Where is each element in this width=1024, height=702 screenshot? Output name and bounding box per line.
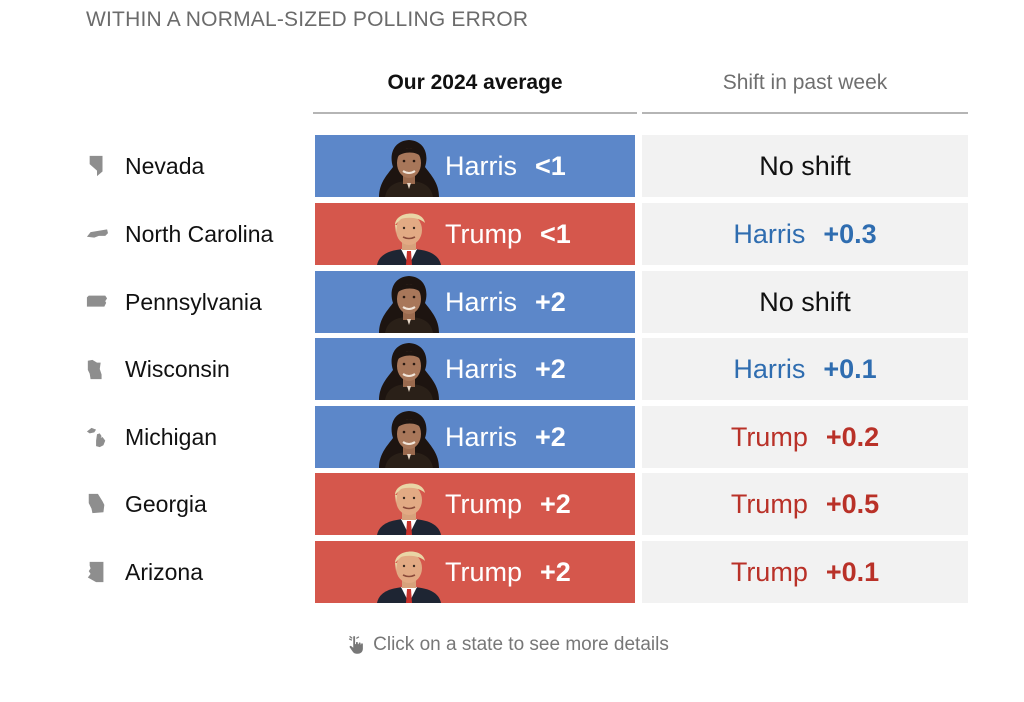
average-cell[interactable]: Trump +2 (315, 541, 635, 603)
state-row[interactable]: Wisconsin Harris +2 Harris +0.1 (0, 338, 1024, 400)
average-cell[interactable]: Harris +2 (315, 271, 635, 333)
state-name: Wisconsin (125, 355, 230, 382)
leader-margin: +2 (535, 353, 566, 384)
leader-name: Harris (445, 421, 517, 452)
hand-pointer-icon (349, 635, 364, 654)
state-name: Pennsylvania (125, 288, 262, 315)
average-cell[interactable]: Trump <1 (315, 203, 635, 265)
shift-value: +0.1 (823, 353, 877, 384)
shift-none-text: No shift (759, 150, 851, 181)
pennsylvania-outline-icon (86, 289, 108, 315)
state-label[interactable]: Michigan (86, 406, 306, 468)
state-name: Nevada (125, 152, 205, 179)
footer-hint: Click on a state to see more details (0, 634, 1024, 656)
state-label[interactable]: Pennsylvania (86, 271, 306, 333)
leader-margin: <1 (535, 150, 566, 181)
shift-cell: Trump +0.1 (642, 541, 968, 603)
average-text: Harris <1 (445, 135, 566, 197)
average-text: Harris +2 (445, 271, 566, 333)
state-name: Arizona (125, 558, 203, 585)
state-row[interactable]: Nevada Harris <1 No shift (0, 135, 1024, 197)
shift-cell: Trump +0.2 (642, 406, 968, 468)
trump-portrait (371, 541, 447, 603)
harris-portrait (371, 135, 447, 197)
state-row[interactable]: Georgia Trump +2 Trump +0.5 (0, 473, 1024, 535)
shift-candidate: Harris (733, 353, 806, 384)
leader-margin: +2 (535, 421, 566, 452)
harris-portrait (371, 271, 447, 333)
shift-cell: Harris +0.1 (642, 338, 968, 400)
state-label[interactable]: North Carolina (86, 203, 306, 265)
column-header-average: Our 2024 average (313, 68, 637, 114)
shift-cell: No shift (642, 135, 968, 197)
average-text: Harris +2 (445, 406, 566, 468)
leader-name: Trump (445, 556, 523, 587)
shift-cell: Harris +0.3 (642, 203, 968, 265)
footer-text: Click on a state to see more details (373, 634, 669, 655)
state-row[interactable]: Michigan Harris +2 Trump +0.2 (0, 406, 1024, 468)
harris-portrait (371, 338, 447, 400)
trump-portrait (371, 203, 447, 265)
average-cell[interactable]: Harris +2 (315, 406, 635, 468)
state-name: North Carolina (125, 220, 274, 247)
nevada-outline-icon (86, 153, 108, 179)
shift-candidate: Trump (730, 556, 808, 587)
shift-cell: No shift (642, 271, 968, 333)
state-label[interactable]: Wisconsin (86, 338, 306, 400)
state-label[interactable]: Arizona (86, 541, 306, 603)
average-text: Harris +2 (445, 338, 566, 400)
average-text: Trump <1 (445, 203, 571, 265)
state-name: Michigan (125, 423, 218, 450)
shift-value: +0.1 (825, 556, 880, 587)
average-cell[interactable]: Harris <1 (315, 135, 635, 197)
trump-portrait (371, 473, 447, 535)
column-header-shift: Shift in past week (642, 68, 968, 114)
state-row[interactable]: Arizona Trump +2 Trump +0.1 (0, 541, 1024, 603)
average-text: Trump +2 (445, 473, 571, 535)
leader-name: Trump (445, 488, 523, 519)
state-name: Georgia (125, 490, 207, 517)
leader-name: Trump (445, 218, 523, 249)
shift-value: +0.5 (825, 488, 880, 519)
leader-name: Harris (445, 353, 517, 384)
leader-margin: +2 (535, 286, 566, 317)
state-row[interactable]: North Carolina Trump <1 Harris +0.3 (0, 203, 1024, 265)
leader-margin: <1 (540, 218, 571, 249)
state-label[interactable]: Georgia (86, 473, 306, 535)
georgia-outline-icon (86, 491, 108, 517)
north-carolina-outline-icon (86, 221, 108, 247)
average-cell[interactable]: Trump +2 (315, 473, 635, 535)
shift-none-text: No shift (759, 286, 851, 317)
leader-name: Harris (445, 150, 517, 181)
shift-candidate: Harris (733, 218, 806, 249)
state-row[interactable]: Pennsylvania Harris +2 No shift (0, 271, 1024, 333)
shift-value: +0.3 (823, 218, 877, 249)
average-cell[interactable]: Harris +2 (315, 338, 635, 400)
leader-margin: +2 (540, 556, 571, 587)
leader-name: Harris (445, 286, 517, 317)
harris-portrait (371, 406, 447, 468)
average-text: Trump +2 (445, 541, 571, 603)
michigan-outline-icon (86, 424, 108, 450)
shift-value: +0.2 (825, 421, 880, 452)
shift-candidate: Trump (730, 488, 808, 519)
shift-cell: Trump +0.5 (642, 473, 968, 535)
shift-candidate: Trump (730, 421, 808, 452)
leader-margin: +2 (540, 488, 571, 519)
state-label[interactable]: Nevada (86, 135, 306, 197)
section-title: WITHIN A NORMAL-SIZED POLLING ERROR (86, 8, 529, 31)
wisconsin-outline-icon (86, 356, 108, 382)
arizona-outline-icon (86, 559, 108, 585)
